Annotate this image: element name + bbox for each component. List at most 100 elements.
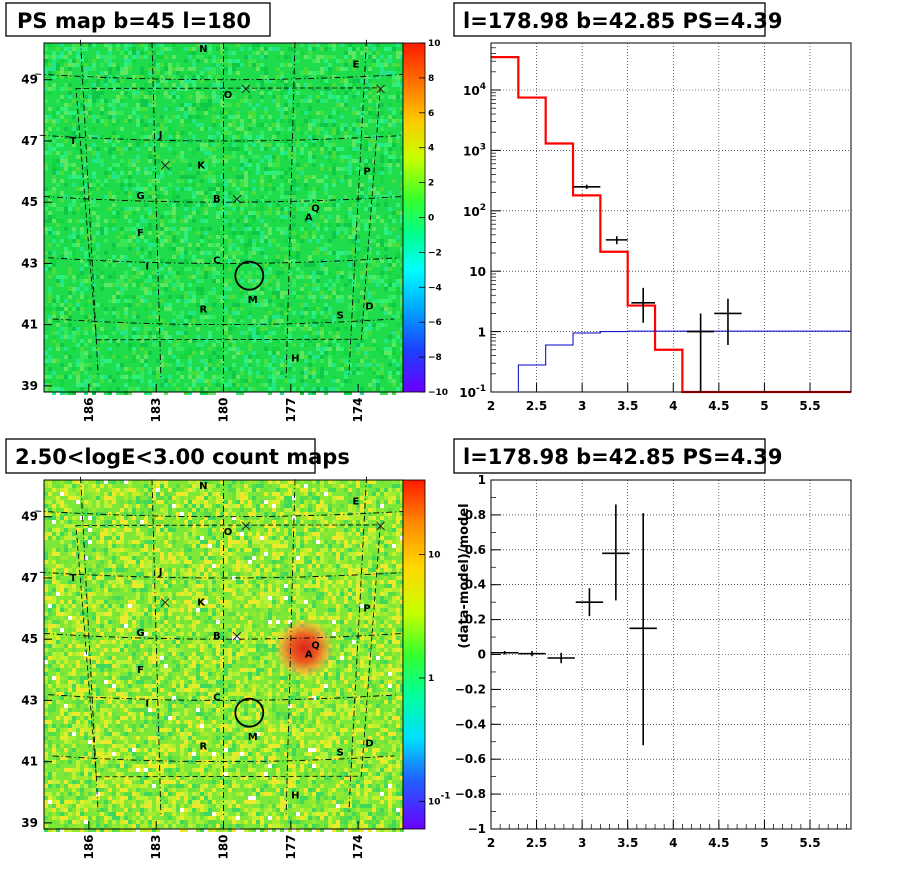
map-pixel <box>192 67 196 71</box>
map-pixel <box>268 91 272 95</box>
map-pixel <box>152 335 156 339</box>
map-pixel <box>116 279 120 283</box>
map-pixel <box>264 155 268 159</box>
map-pixel <box>140 255 144 259</box>
map-pixel <box>180 219 184 223</box>
map-pixel <box>372 387 376 391</box>
map-pixel <box>296 540 300 544</box>
map-pixel <box>368 323 372 327</box>
map-pixel <box>88 147 92 151</box>
map-pixel <box>252 295 256 299</box>
map-pixel <box>400 536 404 540</box>
map-pixel <box>396 516 400 520</box>
map-pixel <box>328 67 332 71</box>
map-pixel <box>348 211 352 215</box>
map-pixel <box>80 552 84 556</box>
map-pixel <box>184 87 188 91</box>
map-pixel <box>288 492 292 496</box>
map-pixel <box>148 480 152 484</box>
map-pixel <box>52 239 56 243</box>
map-pixel <box>152 315 156 319</box>
map-pixel <box>352 203 356 207</box>
map-pixel <box>372 492 376 496</box>
map-pixel <box>120 516 124 520</box>
map-pixel <box>252 548 256 552</box>
map-pixel <box>104 59 108 63</box>
map-pixel <box>276 75 280 79</box>
map-pixel <box>376 379 380 383</box>
map-pixel <box>216 143 220 147</box>
map-pixel <box>388 379 392 383</box>
source-cross-marker <box>232 194 242 204</box>
map-pixel <box>52 520 56 524</box>
map-pixel <box>304 187 308 191</box>
map-pixel <box>220 295 224 299</box>
map-pixel <box>296 323 300 327</box>
map-pixel <box>92 235 96 239</box>
map-pixel <box>184 207 188 211</box>
map-pixel <box>136 508 140 512</box>
map-pixel <box>240 155 244 159</box>
map-pixel <box>232 536 236 540</box>
map-pixel <box>44 115 48 119</box>
map-pixel <box>68 219 72 223</box>
map-pixel <box>152 484 156 488</box>
map-pixel <box>324 387 328 391</box>
map-pixel <box>256 492 260 496</box>
map-pixel <box>396 275 400 279</box>
map-pixel <box>168 351 172 355</box>
x-tick-label: 183 <box>149 397 163 422</box>
map-pixel <box>388 155 392 159</box>
map-pixel <box>120 135 124 139</box>
map-pixel <box>160 383 164 387</box>
map-pixel <box>232 327 236 331</box>
map-pixel <box>240 271 244 275</box>
map-pixel <box>284 115 288 119</box>
map-pixel <box>292 79 296 83</box>
map-pixel <box>108 111 112 115</box>
map-pixel <box>68 508 72 512</box>
map-pixel <box>148 492 152 496</box>
map-pixel <box>188 267 192 271</box>
map-pixel <box>320 263 324 267</box>
map-pixel <box>288 508 292 512</box>
map-pixel <box>208 532 212 536</box>
map-pixel <box>84 524 88 528</box>
map-pixel <box>316 283 320 287</box>
map-pixel <box>348 271 352 275</box>
map-pixel <box>148 135 152 139</box>
map-pixel <box>268 239 272 243</box>
map-pixel <box>312 271 316 275</box>
map-pixel <box>248 379 252 383</box>
map-pixel <box>260 159 264 163</box>
map-pixel <box>148 552 152 556</box>
map-pixel <box>208 127 212 131</box>
map-pixel <box>84 351 88 355</box>
map-pixel <box>236 111 240 115</box>
map-pixel <box>148 79 152 83</box>
map-pixel <box>276 159 280 163</box>
map-pixel <box>264 299 268 303</box>
map-pixel <box>68 544 72 548</box>
map-pixel <box>96 343 100 347</box>
map-pixel <box>300 71 304 75</box>
map-pixel <box>192 211 196 215</box>
map-pixel <box>216 363 220 367</box>
map-pixel <box>392 47 396 51</box>
map-pixel <box>300 171 304 175</box>
map-pixel <box>380 87 384 91</box>
map-pixel <box>160 291 164 295</box>
map-pixel <box>76 488 80 492</box>
map-pixel <box>400 295 404 299</box>
map-pixel <box>48 512 52 516</box>
map-pixel <box>144 516 148 520</box>
map-pixel <box>384 492 388 496</box>
map-pixel <box>376 167 380 171</box>
map-pixel <box>332 524 336 528</box>
map-pixel <box>52 504 56 508</box>
map-pixel <box>92 151 96 155</box>
map-pixel <box>48 143 52 147</box>
map-pixel <box>96 223 100 227</box>
map-pixel <box>128 191 132 195</box>
map-pixel <box>180 79 184 83</box>
